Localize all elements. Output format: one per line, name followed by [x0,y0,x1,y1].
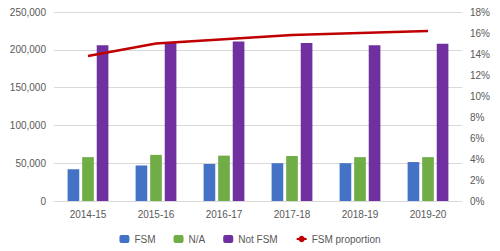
svg-text:18%: 18% [470,7,490,18]
svg-text:200,000: 200,000 [10,44,47,55]
svg-text:2%: 2% [470,175,485,186]
svg-text:0: 0 [40,196,46,207]
svg-text:4%: 4% [470,154,485,165]
svg-text:2014-15: 2014-15 [70,209,107,220]
svg-text:2018-19: 2018-19 [342,209,379,220]
svg-text:10%: 10% [470,91,490,102]
svg-text:250,000: 250,000 [10,7,47,18]
svg-text:2017-18: 2017-18 [274,209,311,220]
svg-text:150,000: 150,000 [10,82,47,93]
svg-text:0%: 0% [470,196,485,207]
svg-text:16%: 16% [470,28,490,39]
svg-text:2019-20: 2019-20 [410,209,447,220]
svg-text:14%: 14% [470,49,490,60]
svg-text:Not FSM: Not FSM [238,234,277,245]
svg-text:FSM proportion: FSM proportion [312,234,381,245]
svg-text:FSM: FSM [134,234,155,245]
svg-text:N/A: N/A [189,234,206,245]
svg-text:100,000: 100,000 [10,120,47,131]
svg-text:12%: 12% [470,70,490,81]
svg-text:6%: 6% [470,133,485,144]
svg-text:2015-16: 2015-16 [138,209,175,220]
svg-text:8%: 8% [470,112,485,123]
svg-text:50,000: 50,000 [15,158,46,169]
svg-text:2016-17: 2016-17 [206,209,243,220]
